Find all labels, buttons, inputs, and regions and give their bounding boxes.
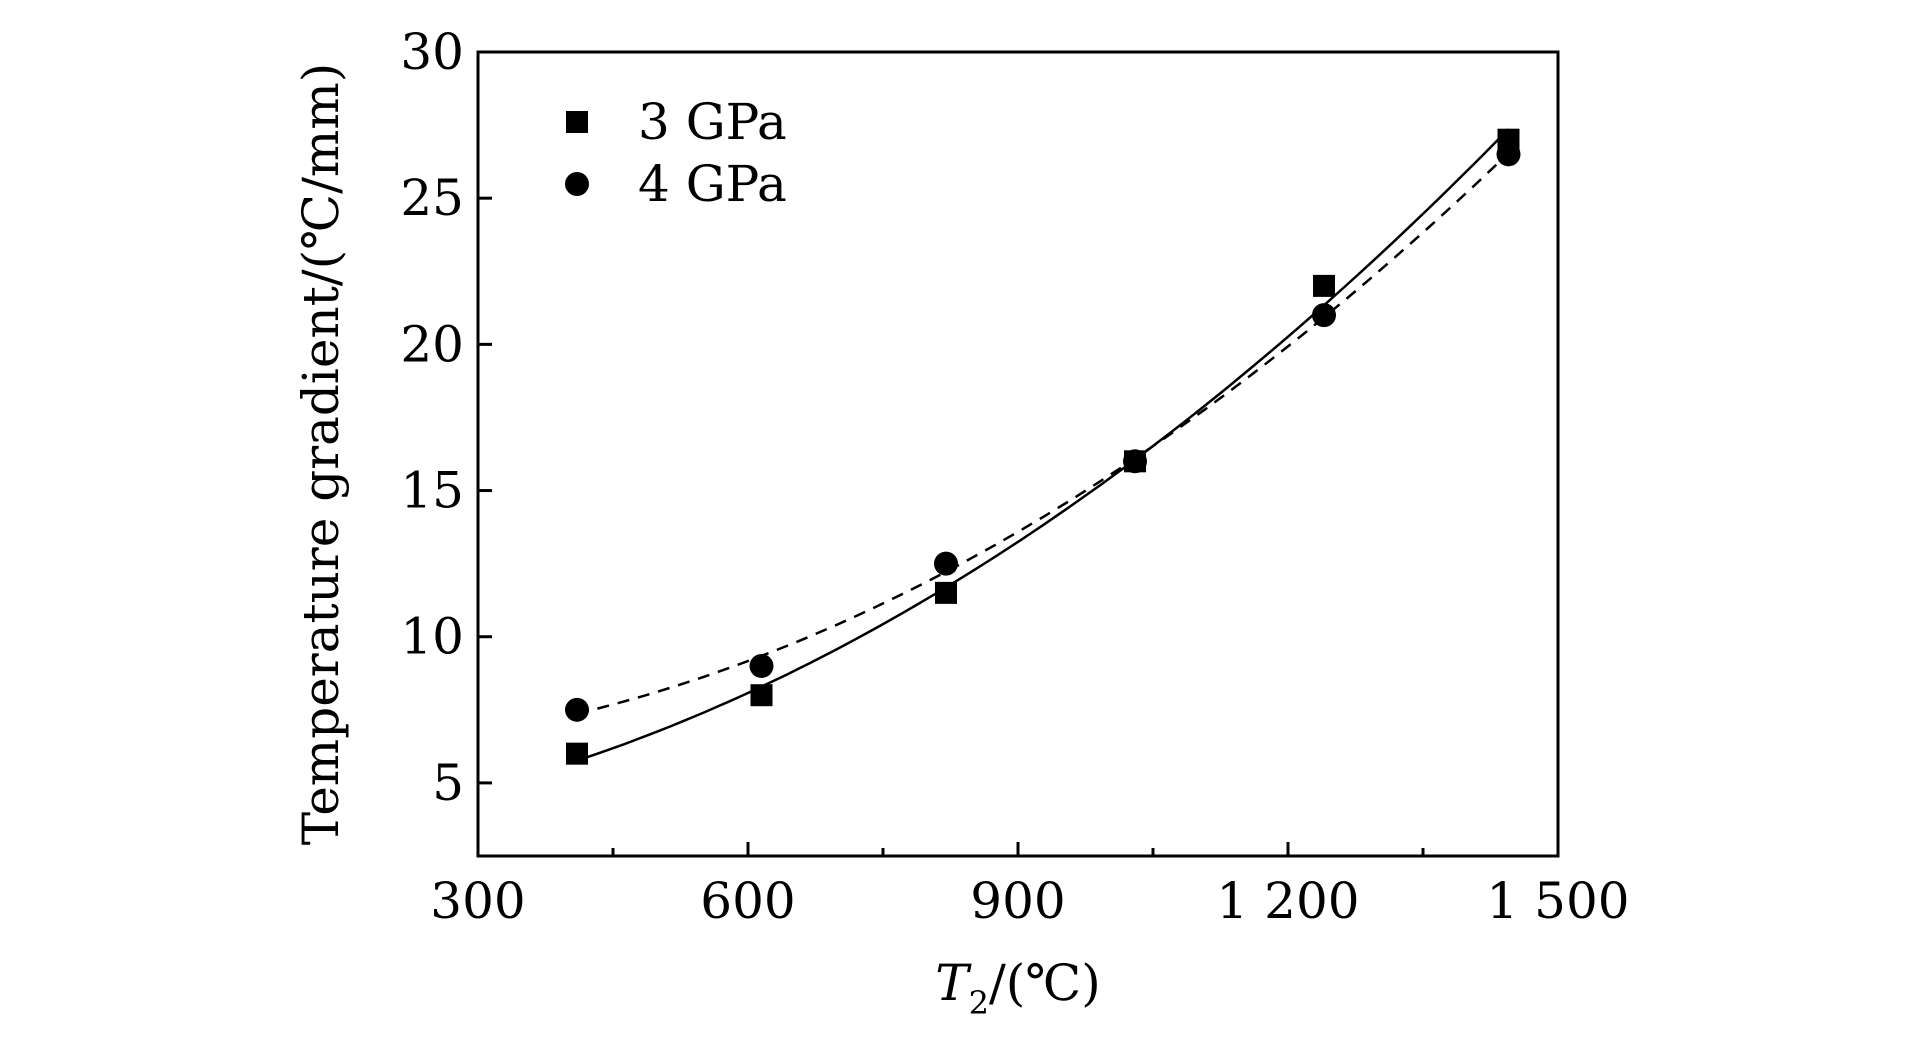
x-axis-title: T2/(℃) bbox=[935, 954, 1101, 1022]
x-tick-label: 1 500 bbox=[1486, 872, 1629, 930]
x-axis-title-rest: /(℃) bbox=[989, 954, 1101, 1012]
data-point-circle bbox=[1496, 142, 1521, 167]
data-point-circle bbox=[1123, 449, 1147, 474]
y-ticks: 5 10 15 20 25 30 bbox=[400, 23, 492, 812]
x-tick-label: 300 bbox=[430, 872, 525, 930]
data-point-square bbox=[935, 581, 957, 604]
y-tick-label: 25 bbox=[400, 169, 464, 227]
data-point-circle bbox=[934, 551, 958, 576]
x-tick-label: 1 200 bbox=[1216, 872, 1359, 930]
fit-curves bbox=[576, 128, 1510, 762]
axis-titles: T2/(℃) Temperature gradient/(℃/mm) bbox=[292, 63, 1101, 1022]
data-point-circle bbox=[749, 653, 774, 678]
y-tick-label: 20 bbox=[400, 315, 464, 373]
legend-label: 3 GPa bbox=[638, 93, 787, 151]
data-point-circle bbox=[1312, 303, 1336, 328]
y-tick-label: 5 bbox=[432, 754, 464, 812]
data-point-square bbox=[1313, 274, 1335, 297]
legend-marker-circle bbox=[565, 172, 589, 196]
legend-label: 4 GPa bbox=[638, 155, 787, 213]
data-point-square bbox=[566, 742, 588, 765]
y-tick-label: 10 bbox=[400, 608, 464, 666]
fit-curve-3gpa bbox=[576, 128, 1510, 762]
fit-curve-4gpa bbox=[576, 152, 1510, 715]
y-tick-label: 30 bbox=[400, 23, 464, 81]
data-point-circle bbox=[565, 697, 589, 722]
data-point-square bbox=[750, 684, 773, 707]
x-axis-title-sub: 2 bbox=[969, 984, 989, 1022]
y-tick-label: 15 bbox=[400, 462, 464, 520]
x-tick-label: 900 bbox=[970, 872, 1065, 930]
x-tick-label: 600 bbox=[700, 872, 795, 930]
x-axis-title-main: T bbox=[935, 954, 972, 1012]
y-axis-title: Temperature gradient/(℃/mm) bbox=[292, 63, 350, 846]
legend-marker-square bbox=[566, 111, 588, 133]
data-points bbox=[565, 128, 1521, 765]
x-ticks: 300 600 900 1 200 1 500 bbox=[430, 842, 1630, 930]
